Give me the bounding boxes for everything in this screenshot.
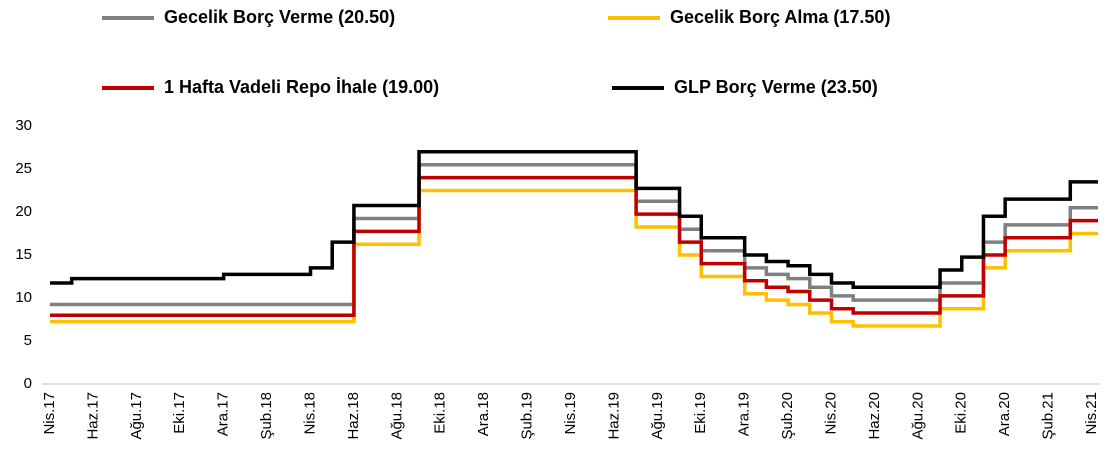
y-tick-label: 10 (15, 289, 32, 306)
legend-label: GLP Borç Verme (23.50) (674, 77, 878, 97)
x-tick-label: Haz.20 (866, 392, 883, 440)
x-tick-label: Nis.19 (562, 392, 579, 435)
x-tick-label: Ağu.17 (128, 392, 145, 440)
x-tick-label: Ağu.20 (909, 392, 926, 440)
series-line (50, 175, 1098, 317)
legend-label: Gecelik Borç Verme (20.50) (164, 7, 395, 27)
x-tick-label: Eki.17 (171, 392, 188, 434)
y-tick-label: 15 (15, 246, 32, 263)
x-tick-label: Ara.17 (215, 392, 232, 436)
x-tick-label: Ara.18 (475, 392, 492, 436)
y-tick-label: 0 (24, 375, 32, 392)
y-tick-label: 25 (15, 160, 32, 177)
x-tick-label: Ara.20 (996, 392, 1013, 436)
x-tick-label: Şub.18 (258, 392, 275, 440)
x-tick-label: Eki.18 (432, 392, 449, 434)
x-tick-label: Şub.21 (1040, 392, 1057, 440)
x-tick-label: Haz.17 (84, 392, 101, 440)
x-tick-label: Haz.18 (345, 392, 362, 440)
x-tick-label: Nis.17 (41, 392, 58, 435)
y-tick-label: 30 (15, 117, 32, 134)
legend-label: 1 Hafta Vadeli Repo İhale (19.00) (164, 77, 439, 97)
x-tick-label: Nis.20 (822, 392, 839, 435)
x-tick-label: Ağu.19 (649, 392, 666, 440)
x-tick-label: Haz.19 (605, 392, 622, 440)
series-line (50, 150, 1098, 289)
x-tick-label: Şub.19 (519, 392, 536, 440)
y-tick-label: 20 (15, 203, 32, 220)
x-tick-label: Eki.20 (953, 392, 970, 434)
x-tick-label: Ağu.18 (388, 392, 405, 440)
legend-label: Gecelik Borç Alma (17.50) (670, 7, 890, 27)
x-tick-label: Nis.18 (301, 392, 318, 435)
x-tick-label: Şub.20 (779, 392, 796, 440)
x-tick-label: Eki.19 (692, 392, 709, 434)
y-tick-label: 5 (24, 332, 32, 349)
x-tick-label: Nis.21 (1083, 392, 1100, 435)
x-tick-label: Ara.19 (736, 392, 753, 436)
